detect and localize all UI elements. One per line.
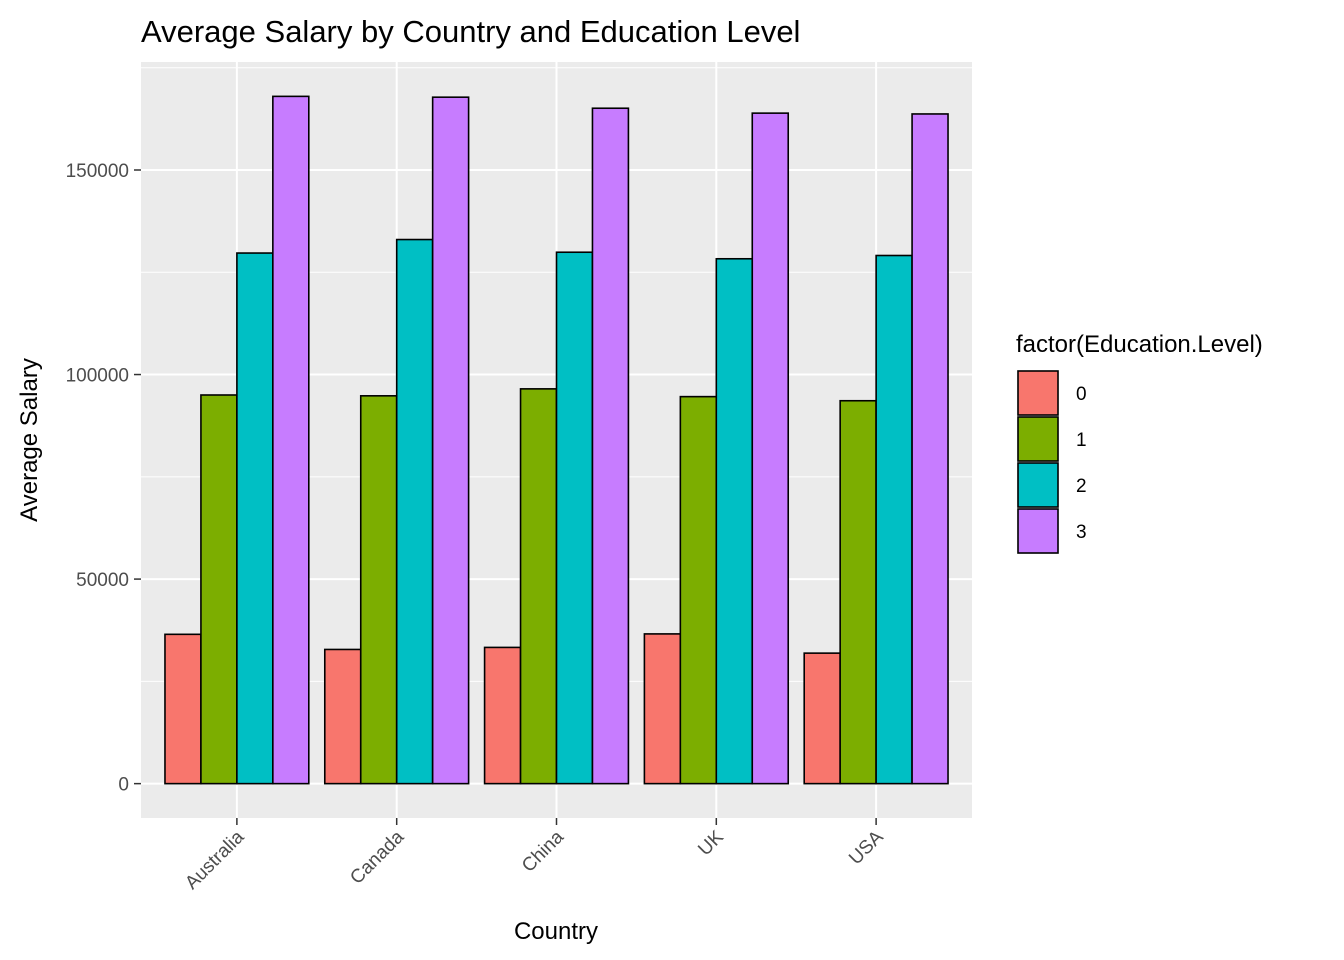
bar-usa-level-0 xyxy=(803,652,841,785)
legend-label: 0 xyxy=(1076,384,1087,405)
bar-usa-level-1 xyxy=(839,399,877,785)
bar-australia-level-2 xyxy=(236,252,274,785)
bar-uk-level-3 xyxy=(751,112,790,785)
legend: factor(Education.Level) 0 1 2 3 xyxy=(1016,331,1263,554)
legend-key-0 xyxy=(1017,370,1059,416)
bar-canada-level-3 xyxy=(431,96,470,785)
bar-canada-level-1 xyxy=(359,395,398,785)
x-tick-label: China xyxy=(518,826,568,876)
y-tick-label: 150000 xyxy=(66,161,129,182)
y-tick-label: 50000 xyxy=(76,570,129,591)
x-tick-label: Australia xyxy=(181,826,248,893)
bar-canada-level-2 xyxy=(395,238,434,785)
bar-usa-level-2 xyxy=(875,254,913,785)
bar-usa-level-3 xyxy=(911,113,949,785)
y-axis-title: Average Salary xyxy=(16,358,43,522)
legend-label: 2 xyxy=(1076,476,1087,497)
x-axis-title: Country xyxy=(514,918,598,945)
bar-uk-level-2 xyxy=(715,257,754,785)
y-tick-label: 0 xyxy=(118,775,129,796)
legend-key-3 xyxy=(1017,508,1059,554)
legend-label: 1 xyxy=(1076,430,1087,451)
bar-china-level-3 xyxy=(591,107,630,785)
bar-china-level-2 xyxy=(555,251,594,785)
bar-china-level-1 xyxy=(519,388,558,785)
legend-title: factor(Education.Level) xyxy=(1016,331,1263,358)
y-axis: 0 50000 100000 150000 xyxy=(66,161,141,796)
chart-title: Average Salary by Country and Education … xyxy=(141,14,800,49)
x-tick-label: UK xyxy=(694,826,728,860)
bar-australia-level-0 xyxy=(164,633,202,785)
legend-key-2 xyxy=(1017,462,1059,508)
bar-uk-level-1 xyxy=(679,395,718,785)
legend-label: 3 xyxy=(1076,522,1087,543)
legend-key-1 xyxy=(1017,416,1059,462)
x-tick-label: USA xyxy=(845,826,888,869)
y-tick-label: 100000 xyxy=(66,366,129,387)
bar-china-level-0 xyxy=(483,646,522,785)
bar-canada-level-0 xyxy=(323,648,362,785)
bar-australia-level-1 xyxy=(200,394,238,785)
x-tick-label: Canada xyxy=(346,826,408,888)
bars xyxy=(164,95,949,785)
x-axis: Australia Canada China UK USA xyxy=(181,818,888,894)
bar-australia-level-3 xyxy=(272,95,310,785)
bar-uk-level-0 xyxy=(643,633,682,785)
